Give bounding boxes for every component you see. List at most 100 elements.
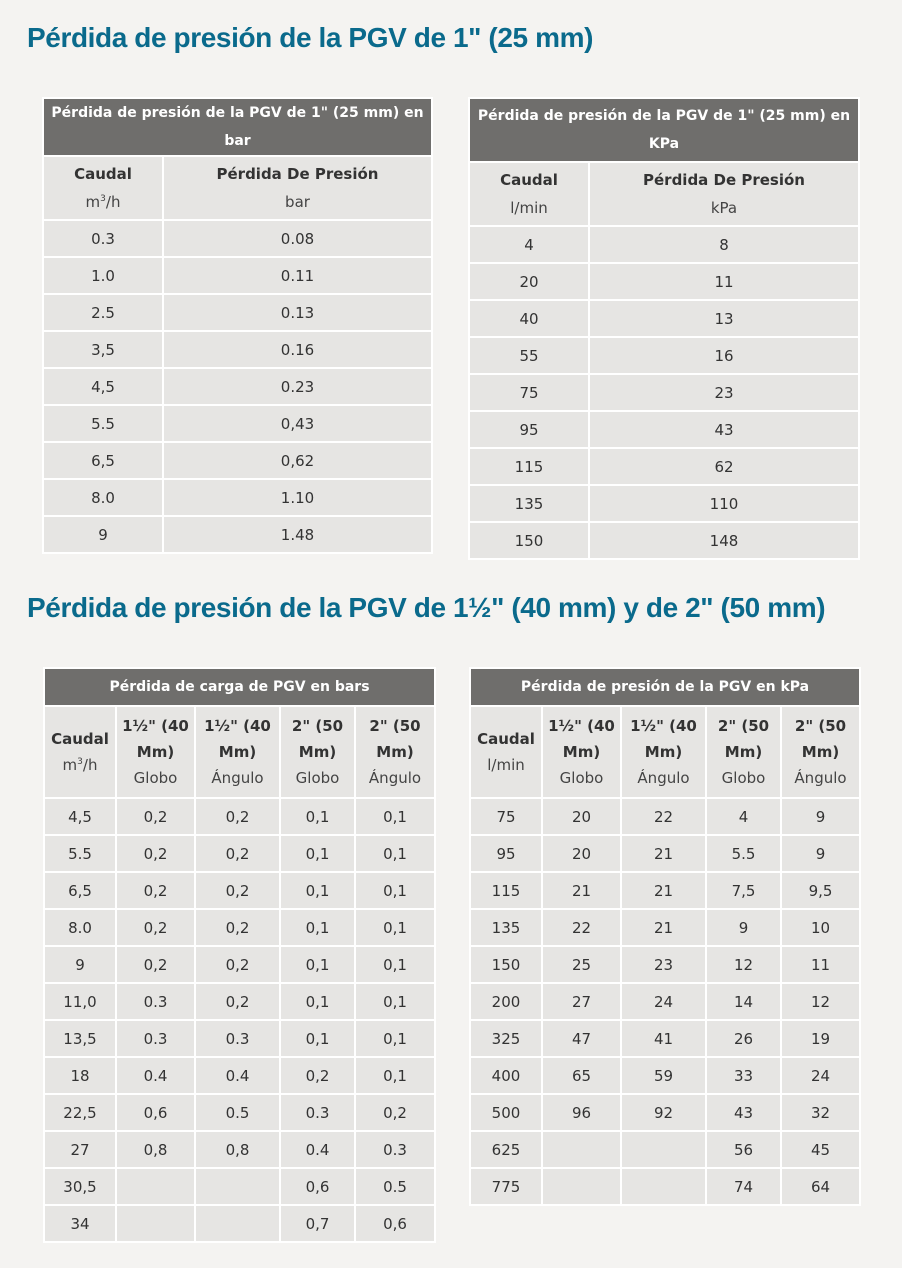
cell: 775: [469, 1167, 543, 1206]
table-row: 115 21 21 7,5 9,5: [469, 871, 861, 910]
cell: 8.0: [43, 908, 117, 947]
cell: 8: [588, 225, 860, 264]
cell: 0,1: [354, 871, 436, 910]
cell: 96: [541, 1093, 622, 1132]
cell: 6,5: [43, 871, 117, 910]
table-row: 40 13: [468, 299, 860, 338]
header-40mm-angulo: 1½" (40 Mm) Ángulo: [194, 705, 281, 799]
cell: 20: [541, 834, 622, 873]
table-row: 500 96 92 43 32: [469, 1093, 861, 1132]
cell: 200: [469, 982, 543, 1021]
cell: [194, 1204, 281, 1243]
cell: 65: [541, 1056, 622, 1095]
cell: 9: [780, 834, 861, 873]
cell: 74: [705, 1167, 782, 1206]
cell: 45: [780, 1130, 861, 1169]
table-row: 150 25 23 12 11: [469, 945, 861, 984]
table-row: 5.5 0,43: [42, 404, 433, 443]
cell: 0,2: [115, 945, 196, 984]
table-row: 13,5 0.3 0.3 0,1 0,1: [43, 1019, 436, 1058]
cell: 9: [705, 908, 782, 947]
cell: 0,2: [194, 982, 281, 1021]
table-row: 400 65 59 33 24: [469, 1056, 861, 1095]
cell: 9: [780, 797, 861, 836]
cell: 7,5: [705, 871, 782, 910]
table-row: 6,5 0,2 0,2 0,1 0,1: [43, 871, 436, 910]
cell: 150: [468, 521, 590, 560]
table-pgv-40-50mm-bars: Pérdida de carga de PGV en bars Caudal m…: [43, 667, 436, 1243]
header-40mm-globo: 1½" (40 Mm) Globo: [541, 705, 622, 799]
header-perdida: Pérdida De Presión bar: [162, 155, 433, 221]
table-header-row: Caudal l/min 1½" (40 Mm) Globo 1½" (40 Mm) Á…: [469, 705, 861, 799]
table-row: 135 110: [468, 484, 860, 523]
cell: [620, 1130, 707, 1169]
cell: 0,8: [194, 1130, 281, 1169]
cell: 0,6: [279, 1167, 356, 1206]
unit-label: m3/h: [62, 756, 98, 774]
cell: 0,2: [194, 797, 281, 836]
cell: 0.3: [115, 982, 196, 1021]
cell: 55: [468, 336, 590, 375]
cell: 4: [705, 797, 782, 836]
cell: 22: [620, 797, 707, 836]
cell: 95: [468, 410, 590, 449]
cell: 8.0: [42, 478, 164, 517]
cell: 0,2: [115, 871, 196, 910]
cell: 23: [620, 945, 707, 984]
table-header-row: Caudal m3/h Pérdida De Presión bar: [42, 155, 433, 221]
header-50mm-globo: 2" (50 Mm) Globo: [279, 705, 356, 799]
cell: 115: [469, 871, 543, 910]
cell: 3,5: [42, 330, 164, 369]
cell: 23: [588, 373, 860, 412]
cell: 0,1: [354, 908, 436, 947]
table-caption: Pérdida de presión de la PGV en kPa: [469, 667, 861, 707]
cell: 135: [468, 484, 590, 523]
table-row: 6,5 0,62: [42, 441, 433, 480]
section-title-pgv-1-inch: Pérdida de presión de la PGV de 1" (25 m…: [27, 22, 593, 53]
cell: 24: [620, 982, 707, 1021]
cell: 0.3: [279, 1093, 356, 1132]
table-caption: Pérdida de presión de la PGV de 1" (25 m…: [468, 97, 860, 163]
table-pgv-1-inch-kpa: Pérdida de presión de la PGV de 1" (25 m…: [468, 97, 860, 560]
cell: 27: [541, 982, 622, 1021]
table-row: 115 62: [468, 447, 860, 486]
cell: 0,43: [162, 404, 433, 443]
cell: 625: [469, 1130, 543, 1169]
cell: 0,2: [194, 945, 281, 984]
cell: 0.3: [115, 1019, 196, 1058]
table-row: 2.5 0.13: [42, 293, 433, 332]
cell: [115, 1167, 196, 1206]
cell: 64: [780, 1167, 861, 1206]
cell: 21: [541, 871, 622, 910]
table-row: 8.0 1.10: [42, 478, 433, 517]
header-caudal: Caudal m3/h: [43, 705, 117, 799]
table-row: 34 0,7 0,6: [43, 1204, 436, 1243]
cell: 0,2: [279, 1056, 356, 1095]
table-row: 135 22 21 9 10: [469, 908, 861, 947]
table-row: 30,5 0,6 0.5: [43, 1167, 436, 1206]
cell: 400: [469, 1056, 543, 1095]
cell: 0,1: [279, 871, 356, 910]
cell: 0,1: [354, 797, 436, 836]
cell: 92: [620, 1093, 707, 1132]
cell: 0,1: [279, 945, 356, 984]
cell: 21: [620, 871, 707, 910]
table-row: 325 47 41 26 19: [469, 1019, 861, 1058]
cell: [541, 1167, 622, 1206]
cell: 0,2: [115, 908, 196, 947]
cell: 0,1: [354, 982, 436, 1021]
table-caption: Pérdida de presión de la PGV de 1" (25 m…: [42, 97, 433, 157]
cell: 12: [705, 945, 782, 984]
cell: 95: [469, 834, 543, 873]
cell: 6,5: [42, 441, 164, 480]
cell: 16: [588, 336, 860, 375]
cell: 0.5: [194, 1093, 281, 1132]
table-row: 150 148: [468, 521, 860, 560]
cell: 20: [541, 797, 622, 836]
cell: 22: [541, 908, 622, 947]
cell: 500: [469, 1093, 543, 1132]
table-row: 9 0,2 0,2 0,1 0,1: [43, 945, 436, 984]
cell: 0.4: [115, 1056, 196, 1095]
table-pgv-40-50mm-kpa: Pérdida de presión de la PGV en kPa Caud…: [469, 667, 861, 1206]
cell: 14: [705, 982, 782, 1021]
